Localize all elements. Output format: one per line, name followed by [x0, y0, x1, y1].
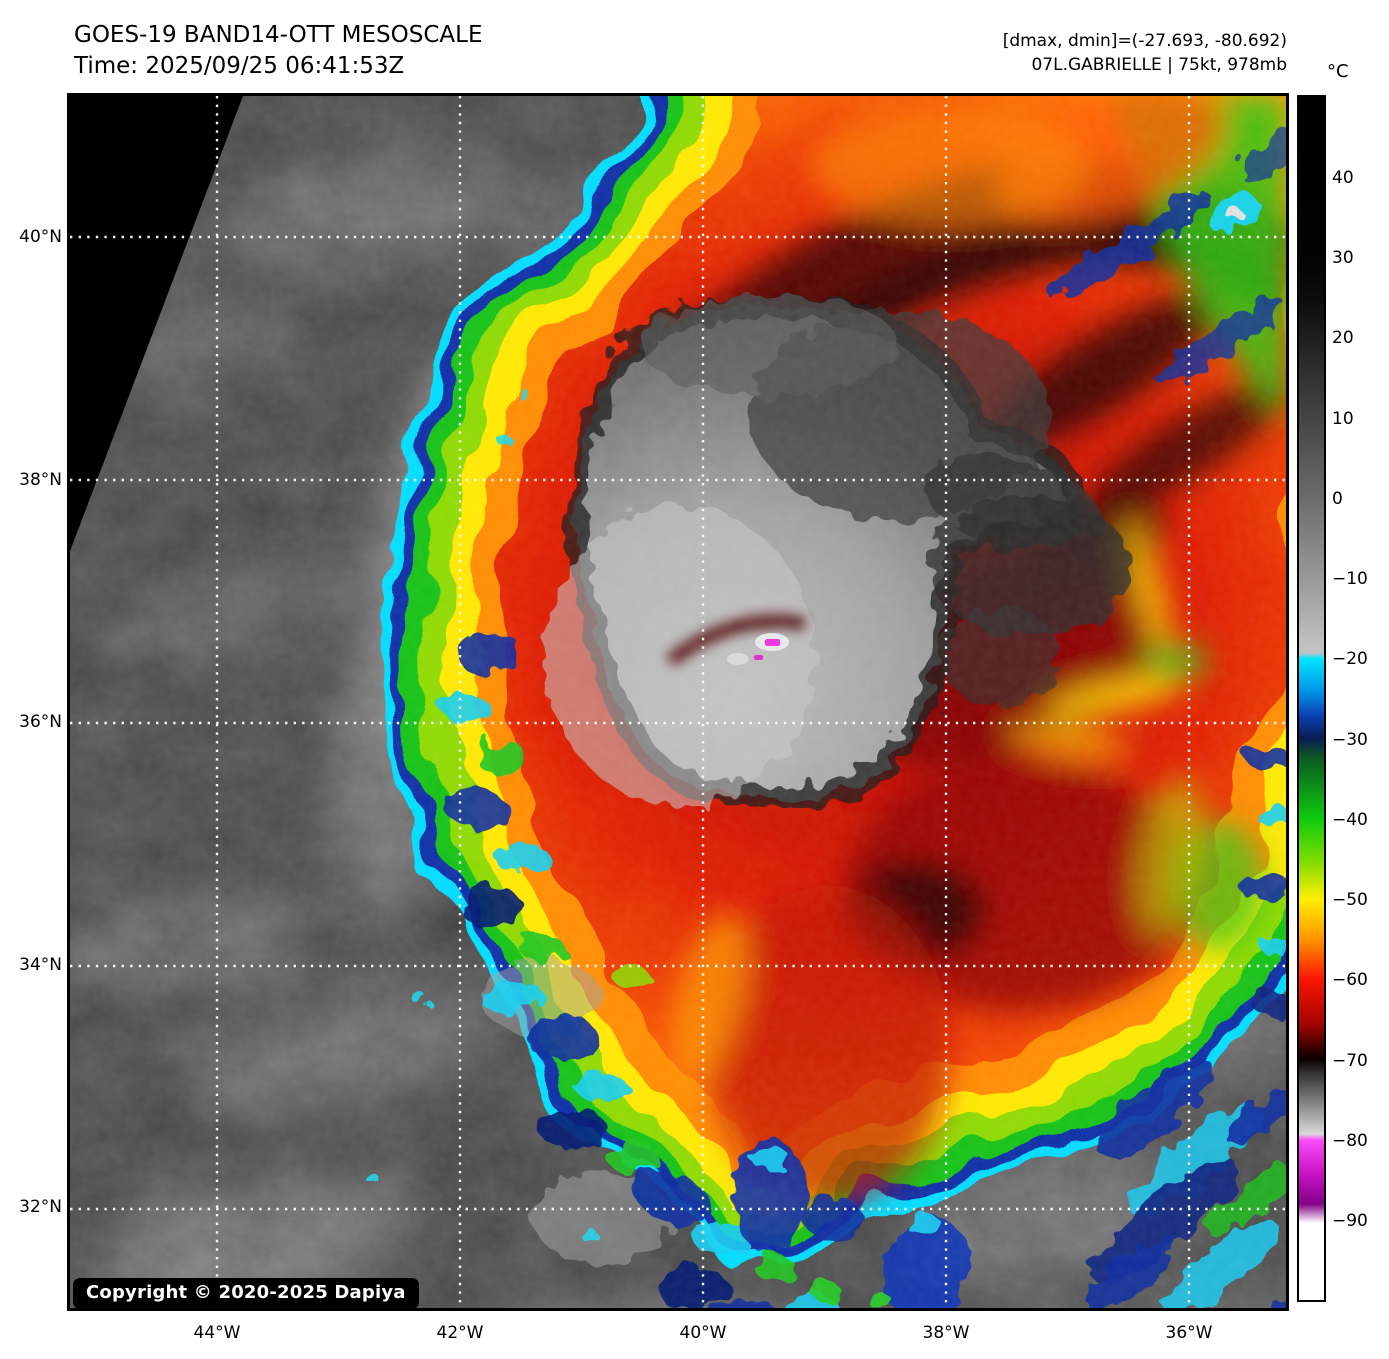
- range-info-label: [dmax, dmin]=(-27.693, -80.692): [1002, 31, 1287, 51]
- lon-label: 42°W: [436, 1323, 484, 1343]
- colorbar-tick-label: −10: [1332, 569, 1368, 589]
- colorbar-tick-label: −20: [1332, 649, 1368, 669]
- colorbar-tick-label: 20: [1332, 328, 1354, 348]
- copyright-badge: Copyright © 2020-2025 Dapiya: [73, 1278, 419, 1309]
- page-title: GOES-19 BAND14-OTT MESOSCALE: [74, 22, 483, 48]
- lat-label: 34°N: [19, 955, 62, 975]
- lat-label: 36°N: [19, 712, 62, 732]
- storm-info-label: 07L.GABRIELLE | 75kt, 978mb: [1031, 55, 1287, 75]
- satellite-image: [70, 96, 1286, 1308]
- info-block: [dmax, dmin]=(-27.693, -80.692) 07L.GABR…: [1003, 29, 1287, 77]
- time-label: Time: 2025/09/25 06:41:53Z: [74, 53, 405, 79]
- colorbar-tick-label: 0: [1332, 489, 1343, 509]
- header-block: GOES-19 BAND14-OTT MESOSCALE Time: 2025/…: [74, 20, 483, 82]
- colorbar-tick-label: 10: [1332, 409, 1354, 429]
- lat-label: 38°N: [19, 470, 62, 490]
- lat-label: 40°N: [19, 227, 62, 247]
- colorbar-tick-label: −50: [1332, 890, 1368, 910]
- colorbar-tick-label: −40: [1332, 810, 1368, 830]
- lon-label: 38°W: [922, 1323, 970, 1343]
- lon-label: 36°W: [1165, 1323, 1213, 1343]
- colorbar-tick-label: −30: [1332, 730, 1368, 750]
- temperature-colorbar: [1297, 95, 1326, 1302]
- colorbar-unit-label: °C: [1327, 61, 1349, 82]
- colorbar-tick-label: −80: [1332, 1131, 1368, 1151]
- colorbar-tick-label: −60: [1332, 970, 1368, 990]
- no-data-corner: [70, 96, 243, 551]
- colorbar-tick-label: −70: [1332, 1051, 1368, 1071]
- lat-label: 32°N: [19, 1197, 62, 1217]
- map-canvas: [67, 93, 1289, 1311]
- colorbar-tick-label: 30: [1332, 248, 1354, 268]
- lon-label: 40°W: [679, 1323, 727, 1343]
- colorbar-tick-label: 40: [1332, 168, 1354, 188]
- colorbar-tick-label: −90: [1332, 1211, 1368, 1231]
- pixel-grain: [70, 96, 1286, 1308]
- lon-label: 44°W: [193, 1323, 241, 1343]
